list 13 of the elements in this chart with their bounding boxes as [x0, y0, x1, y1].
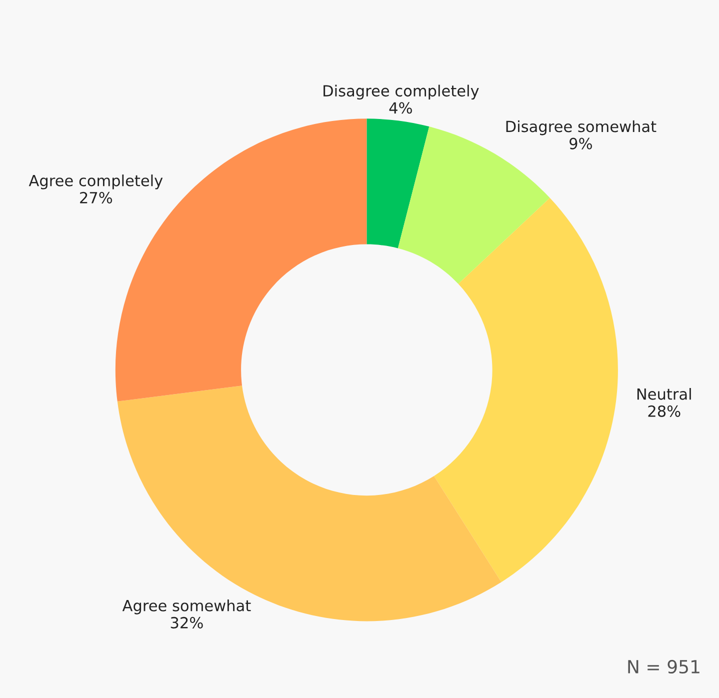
slice-label: Agree completely: [28, 174, 163, 190]
slice-label: Neutral: [637, 388, 691, 400]
data-label: 4%: [389, 102, 412, 114]
slice-label: Disagree somewhat: [506, 120, 656, 136]
donut-slice: [366, 118, 430, 248]
slice-label: Agree somewhat: [122, 600, 251, 614]
data-label: 27%: [80, 192, 112, 204]
data-label: 9%: [570, 138, 592, 150]
text: N = 951: [628, 660, 700, 674]
donut-slice: [434, 198, 618, 582]
slice-label: Disagree completely: [324, 84, 479, 100]
data-label: 32%: [170, 616, 203, 628]
data-label: 28%: [648, 405, 680, 417]
